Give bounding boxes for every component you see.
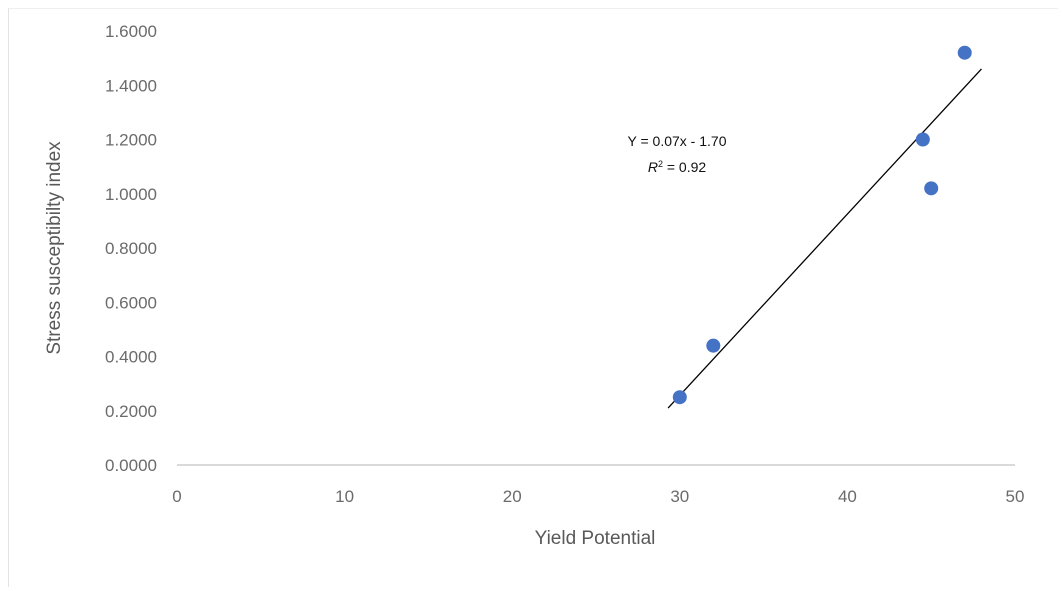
y-axis-title: Stress susceptibilty index [44,141,65,355]
data-point [706,338,721,353]
y-tick-labels: 0.0000 0.2000 0.4000 0.6000 0.8000 1.0000 1.20… [105,22,157,475]
data-points [672,45,972,405]
r2-symbol: R [648,159,658,175]
x-tick-labels: 0 10 20 30 40 50 [172,487,1024,506]
x-axis-title: Yield Potential [535,528,656,549]
trend-line [667,68,982,409]
x-tick-label: 50 [1006,487,1025,506]
y-tick-label: 0.2000 [105,402,157,421]
r2-superscript: 2 [658,159,663,169]
data-point [915,132,930,147]
data-point [957,45,972,60]
y-tick-label: 1.2000 [105,131,157,150]
y-tick-label: 1.0000 [105,185,157,204]
x-tick-label: 0 [172,487,181,506]
data-point [924,181,939,196]
y-tick-label: 0.4000 [105,348,157,367]
y-tick-label: 1.6000 [105,22,157,41]
trendline-equation: Y = 0.07x - 1.70 [628,133,727,149]
data-point [672,390,687,405]
trendline-r-squared: R2 = 0.92 [648,159,707,175]
y-tick-label: 0.6000 [105,293,157,312]
x-tick-label: 20 [503,487,522,506]
chart-frame [8,8,1058,587]
r2-value: = 0.92 [663,159,706,175]
x-tick-label: 40 [838,487,857,506]
x-tick-label: 10 [335,487,354,506]
y-tick-label: 1.4000 [105,76,157,95]
y-tick-label: 0.8000 [105,239,157,258]
x-tick-label: 30 [670,487,689,506]
y-tick-label: 0.0000 [105,456,157,475]
